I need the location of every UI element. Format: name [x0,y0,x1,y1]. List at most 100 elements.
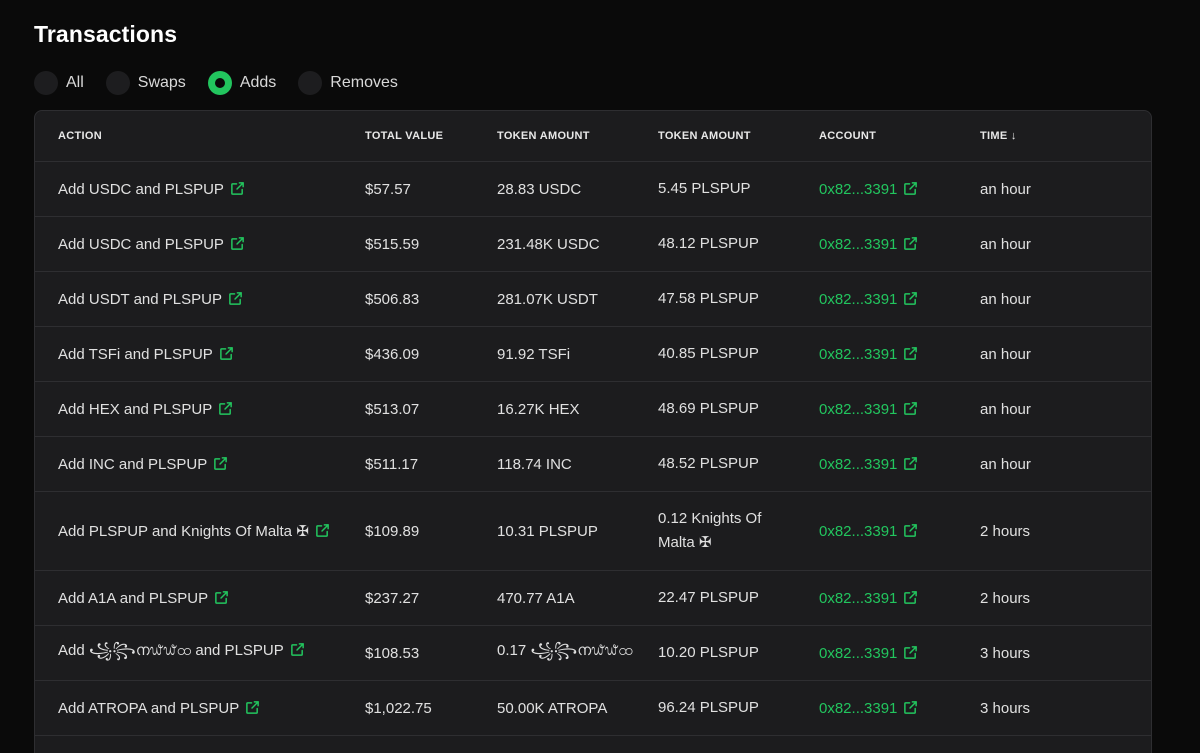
filter-adds[interactable]: Adds [207,71,277,95]
table-row: Add ATROPA and PLSPUP $1,022.75 50.00K ATR… [35,680,1151,736]
account-link[interactable]: 0x82...3391 [819,522,898,540]
table-row: Add A1A and PLSPUP $237.27 470.77 A1A 22.47… [35,570,1151,626]
column-header-account: ACCOUNT [819,111,980,162]
action-cell: Add HEX and PLSPUP [35,381,365,437]
table-row: Add USDC and PLSPUP $515.59 231.48K USDC 48… [35,216,1151,272]
external-link-icon[interactable] [903,181,918,196]
account-cell[interactable]: 0x82...3391 [819,570,980,626]
account-cell[interactable]: 0x82...3391 [819,680,980,736]
filter-all-radio[interactable] [34,71,58,95]
page-title: Transactions [34,21,178,47]
account-cell[interactable]: 0x82...3391 [819,381,980,437]
token-amount-2-cell: 5.45 PLSPUP [658,161,819,217]
external-link-icon[interactable] [245,700,260,715]
account-link[interactable]: 0x82...3391 [819,644,898,662]
account-link[interactable]: 0x82...3391 [819,290,898,308]
time-cell: an hour [980,216,1151,272]
account-link[interactable]: 0x82...3391 [819,345,898,363]
total-value-cell: $513.07 [365,381,497,437]
action-text: Add A1A and PLSPUP [58,589,209,607]
external-link-icon[interactable] [903,346,918,361]
filter-swaps-radio[interactable] [105,71,130,95]
external-link-icon[interactable] [230,236,245,251]
filter-adds-radio[interactable] [207,71,232,95]
action-cell: Add ATROPA and PLSPUP [35,680,365,736]
external-link-icon[interactable] [903,645,918,660]
total-value-cell: $237.27 [365,570,497,626]
action-cell: Add ꧁꧂ന᭙᭙ထ and PLSPUP [35,625,365,681]
action-text: Add INC and PLSPUP [58,455,208,473]
account-cell[interactable]: 0x82...3391 [819,491,980,571]
time-cell: 2 hours [980,491,1151,571]
token-amount-1-cell: 91.92 TSFi [497,326,658,382]
account-link[interactable]: 0x82...3391 [819,699,898,717]
token-amount-1-cell: 231.48K USDC [497,216,658,272]
token-amount-2-cell: 96.24 PLSPUP [658,680,819,736]
action-cell: Add PLSPUP and Knights Of Malta ✠ [35,491,365,571]
filter-all[interactable]: All [34,71,84,95]
external-link-icon[interactable] [218,401,233,416]
account-link[interactable]: 0x82...3391 [819,589,898,607]
external-link-icon[interactable] [214,590,229,605]
account-link[interactable]: 0x82...3391 [819,400,898,418]
token-amount-2-cell: 48.69 PLSPUP [658,381,819,437]
table-row: Add INC and PLSPUP $511.17 118.74 INC 48.52… [35,436,1151,492]
token-amount-2-cell: 48.12 PLSPUP [658,216,819,272]
total-value-cell: $1,022.75 [365,680,497,736]
column-header-token-amount-1: TOKEN AMOUNT [497,111,658,162]
filter-removes-label: Removes [330,74,398,91]
account-cell[interactable]: 0x82...3391 [819,625,980,681]
token-amount-1-cell: 0.17 ꧁꧂ന᭙᭙ထ [497,625,658,681]
column-header-action: ACTION [35,111,365,162]
external-link-icon[interactable] [903,590,918,605]
action-text: Add PLSPUP and Knights Of Malta ✠ [58,523,309,540]
account-cell[interactable]: 0x82...3391 [819,216,980,272]
time-cell: 3 hours [980,680,1151,736]
time-cell: 3 hours [980,625,1151,681]
filter-removes-radio[interactable] [298,71,323,95]
total-value-cell: $436.09 [365,326,497,382]
external-link-icon[interactable] [230,181,245,196]
token-amount-2-text: 10.20 PLSPUP [658,644,759,661]
account-link[interactable]: 0x82...3391 [819,180,898,198]
column-header-total-value[interactable]: TOTAL VALUE [365,111,497,162]
action-cell: Add USDT and PLSPUP [35,271,365,327]
transactions-table: ACTION TOTAL VALUE TOKEN AMOUNT TOKEN AM… [35,111,1151,736]
token-amount-2-text: 40.85 PLSPUP [658,345,759,362]
token-amount-2-text: 5.45 PLSPUP [658,180,751,197]
filter-adds-label: Adds [239,74,277,91]
external-link-icon[interactable] [903,700,918,715]
filter-removes[interactable]: Removes [298,71,398,95]
account-cell[interactable]: 0x82...3391 [819,326,980,382]
token-amount-1-cell: 16.27K HEX [497,381,658,437]
filter-swaps[interactable]: Swaps [105,71,186,95]
total-value-cell: $108.53 [365,625,497,681]
time-cell: an hour [980,271,1151,327]
external-link-icon[interactable] [903,523,918,538]
table-row: Add ꧁꧂ന᭙᭙ထ and PLSPUP $108.53 0.17 ꧁꧂ന᭙᭙ထ 1… [35,625,1151,681]
external-link-icon[interactable] [315,523,330,538]
account-cell[interactable]: 0x82...3391 [819,271,980,327]
token-amount-1-cell: 10.31 PLSPUP [497,491,658,571]
table-row: Add HEX and PLSPUP $513.07 16.27K HEX 48.69… [35,381,1151,437]
external-link-icon[interactable] [903,236,918,251]
external-link-icon[interactable] [219,346,234,361]
account-link[interactable]: 0x82...3391 [819,455,898,473]
token-amount-2-cell: 47.58 PLSPUP [658,271,819,327]
token-amount-2-cell: 40.85 PLSPUP [658,326,819,382]
external-link-icon[interactable] [903,456,918,471]
account-cell[interactable]: 0x82...3391 [819,161,980,217]
token-amount-2-text: 47.58 PLSPUP [658,290,759,307]
external-link-icon[interactable] [903,291,918,306]
account-link[interactable]: 0x82...3391 [819,235,898,253]
external-link-icon[interactable] [290,642,305,657]
external-link-icon[interactable] [903,401,918,416]
token-amount-1-cell: 50.00K ATROPA [497,680,658,736]
action-cell: Add USDC and PLSPUP [35,161,365,217]
total-value-cell: $511.17 [365,436,497,492]
external-link-icon[interactable] [228,291,243,306]
token-amount-2-text: 96.24 PLSPUP [658,699,759,716]
external-link-icon[interactable] [213,456,228,471]
account-cell[interactable]: 0x82...3391 [819,436,980,492]
column-header-time[interactable]: TIME ↓ [980,111,1151,162]
